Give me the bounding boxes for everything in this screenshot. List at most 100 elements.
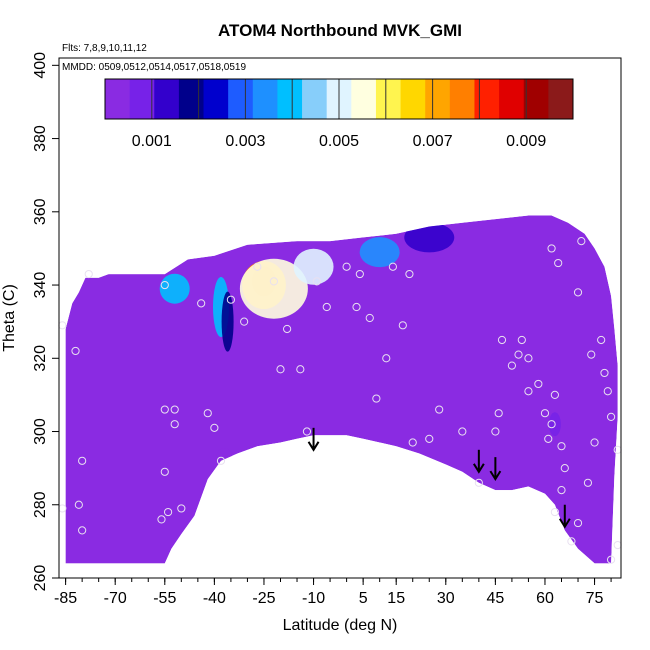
sample-point-57 xyxy=(560,464,569,473)
colorbar-cell-2 xyxy=(154,79,180,119)
sample-point-64 xyxy=(600,368,609,378)
x-tick-label: -55 xyxy=(153,590,176,607)
colorbar-cell-13 xyxy=(425,79,451,119)
sample-points xyxy=(58,236,622,564)
colorbar-dividers xyxy=(151,79,527,119)
sample-point-26 xyxy=(312,277,321,286)
sample-point-3 xyxy=(74,500,83,509)
sample-point-61 xyxy=(587,350,596,359)
sample-point-50 xyxy=(534,379,543,389)
sample-point-14 xyxy=(157,515,166,524)
colorbar-cell-4 xyxy=(203,79,229,119)
arrow-3 xyxy=(558,504,571,529)
colorbar-cell-11 xyxy=(375,79,402,119)
colorbar: 0.001 0.003 0.005 0.007 0.009 xyxy=(104,78,574,150)
sample-point-53 xyxy=(550,390,559,400)
sample-point-15 xyxy=(197,299,206,308)
colorbar-cell-10 xyxy=(351,79,377,119)
y-tick-label: 280 xyxy=(32,491,49,518)
colorbar-tick-label: 0.001 xyxy=(132,133,172,150)
sample-point-21 xyxy=(253,262,262,271)
sample-point-5 xyxy=(58,504,67,513)
y-axis: 260 280 300 320 340 360 380 400 xyxy=(32,52,59,591)
sample-point-27 xyxy=(322,302,331,312)
sample-point-68 xyxy=(606,555,616,564)
colorbar-cell-5 xyxy=(228,79,254,119)
sample-point-10 xyxy=(170,420,179,429)
sample-point-23 xyxy=(276,365,285,374)
sample-point-46 xyxy=(507,361,517,370)
anomaly-4 xyxy=(159,273,190,304)
x-tick-label: 45 xyxy=(486,590,504,607)
sample-point-24 xyxy=(283,324,292,334)
sample-point-72 xyxy=(524,387,533,396)
sample-point-56 xyxy=(550,507,559,517)
sample-point-20 xyxy=(240,317,249,326)
y-tick-label: 300 xyxy=(32,418,49,445)
y-axis-label: Theta (C) xyxy=(1,284,18,352)
colorbar-cell-6 xyxy=(252,79,278,119)
colorbar-cell-15 xyxy=(474,79,500,119)
colorbar-cell-14 xyxy=(449,79,475,119)
dates-label: MMDD: 0509,0512,0514,0517,0518,0519 xyxy=(62,62,246,73)
sample-point-51 xyxy=(544,434,553,443)
heatmap-anomalies xyxy=(159,222,561,467)
sample-point-12 xyxy=(163,507,173,517)
sample-point-63 xyxy=(597,335,606,345)
sample-point-8 xyxy=(160,405,169,414)
colorbar-ticks: 0.001 0.003 0.005 0.007 0.009 xyxy=(132,133,547,150)
sample-point-37 xyxy=(405,269,414,279)
sample-point-4 xyxy=(78,526,87,535)
sample-point-44 xyxy=(494,409,503,418)
sample-point-47 xyxy=(514,350,523,359)
sample-point-66 xyxy=(606,412,616,421)
arrow-0 xyxy=(307,427,320,452)
sample-point-16 xyxy=(210,423,219,432)
sample-point-43 xyxy=(491,427,500,436)
colorbar-tick-label: 0.007 xyxy=(413,133,453,150)
anomaly-3 xyxy=(293,248,334,285)
anomaly-6 xyxy=(221,291,234,352)
x-tick-label: 15 xyxy=(387,590,405,607)
y-tick-label: 320 xyxy=(32,345,49,372)
y-tick-label: 380 xyxy=(32,125,49,152)
sample-point-9 xyxy=(170,405,179,414)
anomaly-8 xyxy=(404,222,455,253)
sample-point-13 xyxy=(160,467,169,476)
x-tick-label: -85 xyxy=(54,590,77,607)
colorbar-cell-7 xyxy=(277,79,303,119)
sample-point-22 xyxy=(269,277,278,286)
y-tick-label: 260 xyxy=(32,565,49,592)
sample-point-32 xyxy=(365,313,374,323)
sample-point-2 xyxy=(78,456,87,465)
sample-point-65 xyxy=(603,387,612,396)
sample-point-28 xyxy=(302,427,312,436)
colorbar-tick-label: 0.009 xyxy=(506,133,546,150)
sample-point-73 xyxy=(540,409,550,418)
colorbar-cell-3 xyxy=(178,79,205,119)
colorbar-cell-16 xyxy=(499,79,525,119)
sample-point-1 xyxy=(71,346,80,356)
sample-point-11 xyxy=(177,504,186,513)
arrows xyxy=(307,427,571,529)
sample-point-25 xyxy=(296,365,305,374)
x-tick-label: -10 xyxy=(302,590,325,607)
anomaly-2 xyxy=(239,258,308,319)
sample-point-39 xyxy=(425,434,434,443)
sample-point-59 xyxy=(573,518,583,528)
plot-frame xyxy=(58,57,622,579)
sample-point-31 xyxy=(355,269,364,279)
sample-point-60 xyxy=(583,478,593,487)
colorbar-cell-12 xyxy=(400,79,426,119)
sample-point-41 xyxy=(458,427,467,436)
sample-point-48 xyxy=(517,335,526,345)
sample-point-75 xyxy=(573,288,583,297)
sample-point-18 xyxy=(216,456,226,465)
arrow-2 xyxy=(489,457,502,482)
flights-label: Flts: 7,8,9,10,11,12 xyxy=(62,43,147,54)
y-tick-label: 360 xyxy=(32,198,49,225)
sample-point-7 xyxy=(160,280,169,290)
sample-point-74 xyxy=(554,258,563,268)
colorbar-cell-8 xyxy=(302,79,328,119)
